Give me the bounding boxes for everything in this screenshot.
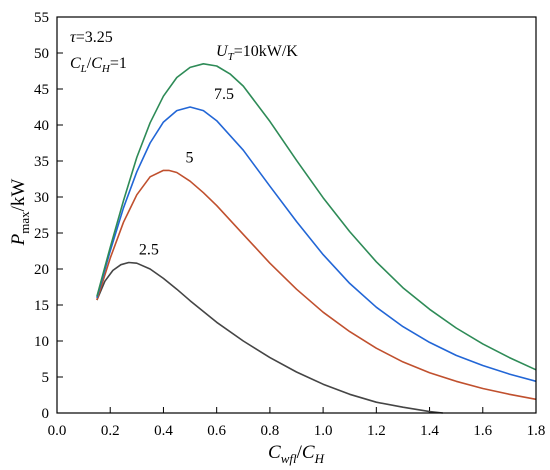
ratio-s1: L [80, 63, 87, 75]
series-line-1 [96, 169, 537, 401]
x-tick-label: 0.6 [207, 423, 226, 439]
y-tick-label: 25 [34, 226, 49, 242]
series-label-1: 5 [185, 149, 193, 166]
y-tick-label: 30 [34, 190, 49, 206]
ut-main: U [216, 43, 229, 60]
x-tick-label: 1.4 [420, 423, 439, 439]
ratio-s2: H [101, 63, 111, 75]
x-axis-main: C [268, 442, 281, 463]
y-tick-label: 20 [34, 262, 49, 278]
ratio-annotation: CL/CH=1 [70, 55, 127, 75]
series-label-0: 2.5 [139, 242, 159, 259]
y-tick-label: 10 [34, 334, 49, 350]
tau-annotation: τ=3.25 [70, 29, 113, 46]
x-tick-label: 0.0 [48, 423, 67, 439]
y-tick-label: 40 [34, 118, 49, 134]
y-tick-label: 15 [34, 298, 49, 314]
x-axis-title: Cwfl/CH [268, 442, 325, 466]
y-tick-label: 50 [34, 46, 49, 62]
y-tick-label: 0 [42, 406, 50, 422]
series-line-2 [96, 106, 537, 383]
tau-value: =3.25 [76, 29, 113, 46]
ratio-rest: =1 [110, 55, 127, 72]
ratio-c2: C [91, 55, 102, 72]
x-tick-label: 1.0 [314, 423, 333, 439]
x-axis-slash: / [297, 442, 303, 463]
ratio-c1: C [70, 55, 81, 72]
series-label-2: 7.5 [214, 86, 234, 103]
plot-frame [56, 16, 537, 414]
tau-symbol: τ [70, 29, 77, 46]
ratio-slash: / [87, 55, 92, 72]
y-tick-label: 35 [34, 154, 49, 170]
x-tick-label: 0.2 [101, 423, 120, 439]
y-tick-label: 45 [34, 82, 49, 98]
ticks [56, 16, 537, 414]
y-tick-label: 55 [34, 10, 49, 26]
x-tick-label: 1.6 [473, 423, 492, 439]
y-axis-sub: max [17, 211, 32, 234]
y-tick-label: 5 [42, 370, 50, 386]
curves [96, 63, 537, 414]
series-line-0 [96, 261, 443, 414]
ut-rest: =10kW/K [234, 43, 299, 60]
ut-annotation: UT=10kW/K [216, 43, 298, 63]
x-tick-label: 1.2 [367, 423, 386, 439]
ut-sub: T [228, 51, 235, 63]
y-axis-title: Pmax/kW [8, 179, 32, 247]
x-tick-label: 1.8 [527, 423, 546, 439]
y-axis-unit: /kW [8, 179, 29, 212]
labels: 0.0 0.2 0.4 0.6 0.8 1.0 1.2 1.4 1.6 1.8 0 5 10 15 20 25… [34, 10, 545, 439]
x-tick-label: 0.8 [261, 423, 280, 439]
x-axis-main2: C [302, 442, 315, 463]
x-axis-sub2: H [314, 451, 325, 466]
y-axis-main: P [8, 233, 29, 246]
series-line-3 [96, 63, 537, 371]
x-axis-sub1: wfl [281, 451, 297, 466]
x-tick-label: 0.4 [154, 423, 173, 439]
